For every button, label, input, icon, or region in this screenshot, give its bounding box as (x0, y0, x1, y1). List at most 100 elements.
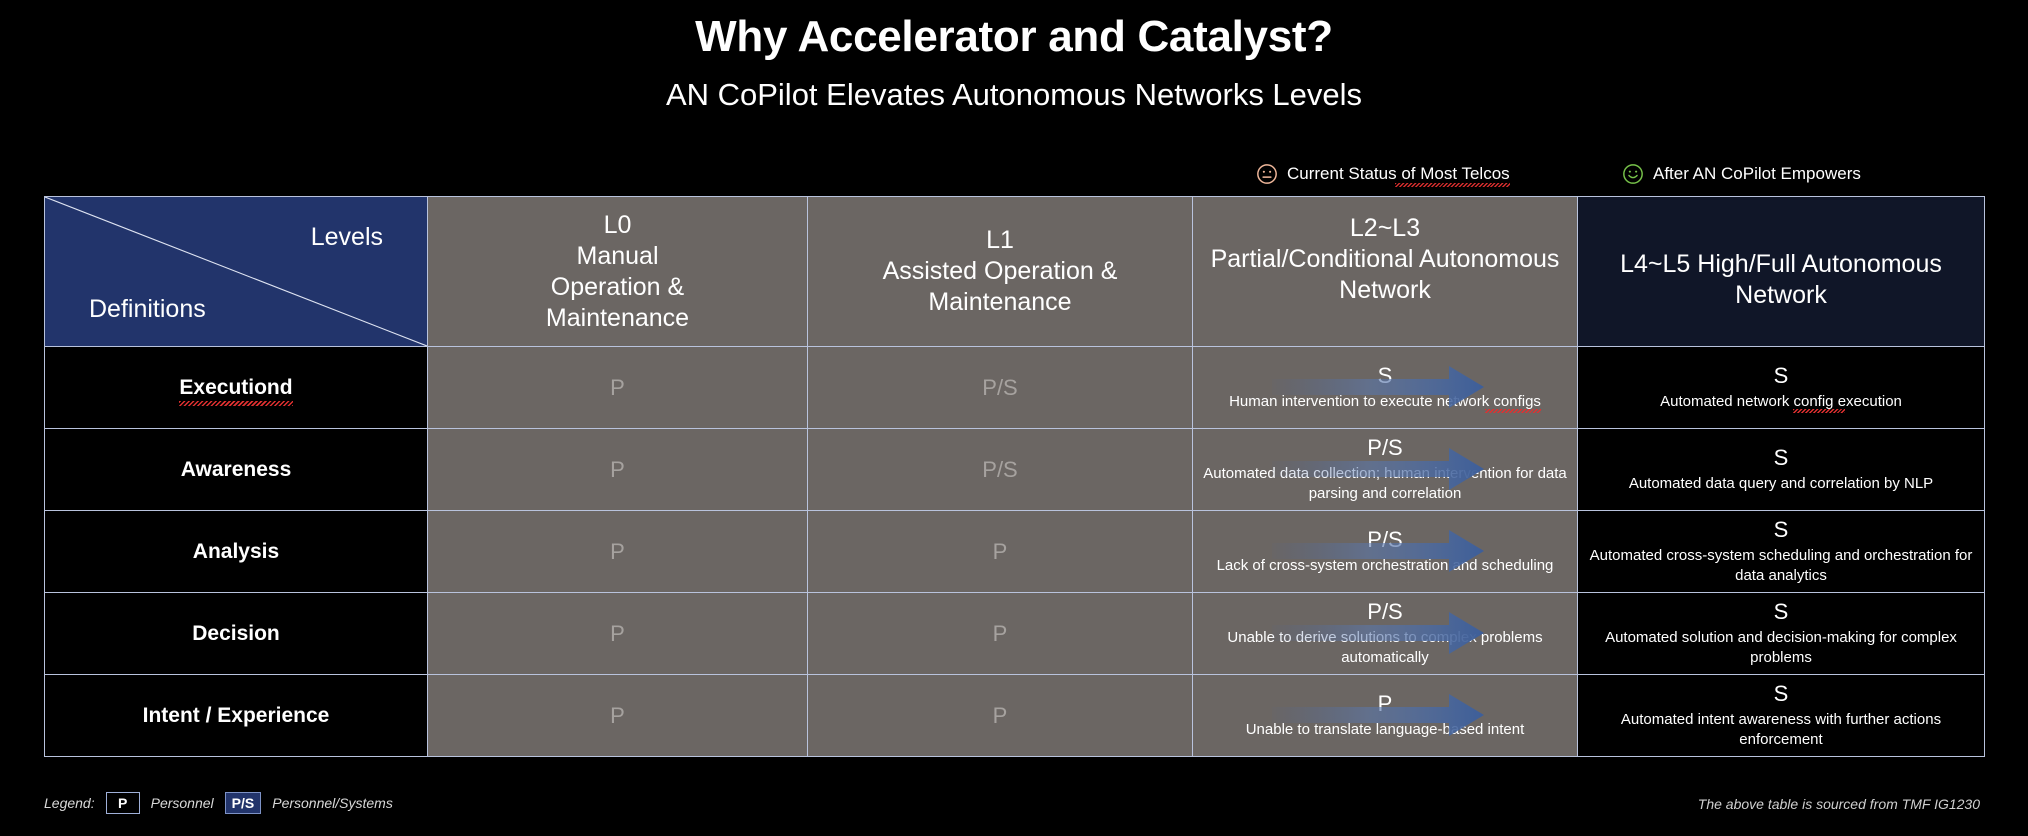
legend-chip-ps: P/S (224, 792, 262, 814)
neutral-face-icon (1256, 163, 1278, 185)
column-header-l1-code: L1 (986, 226, 1014, 254)
cell-decision-l4l5: S Automated solution and decision-making… (1577, 592, 1985, 675)
row-label-intent-experience: Intent / Experience (44, 674, 428, 757)
cell-intent-l0: P (427, 674, 808, 757)
smiley-face-icon (1622, 163, 1644, 185)
table-row: Decision P P P/S Unable to derive soluti… (44, 592, 1985, 675)
status-legend-item-current: Current Status of Most Telcos (1256, 163, 1510, 187)
cell-code: P/S (1367, 434, 1403, 460)
row-label-awareness: Awareness (44, 428, 428, 511)
cell-decision-l0: P (427, 592, 808, 675)
cell-executiond-l1: P/S (807, 346, 1193, 429)
cell-description: Automated solution and decision-making f… (1605, 629, 1957, 666)
cell-value: P (992, 538, 1008, 564)
cell-analysis-l2l3: P/S Lack of cross-system orchestration a… (1192, 510, 1578, 593)
bottom-legend: Legend: P Personnel P/S Personnel/System… (44, 792, 393, 814)
column-header-l2l3-line2: Network (1339, 276, 1431, 304)
legend-prefix: Legend: (44, 795, 95, 811)
cell-awareness-l1: P/S (807, 428, 1193, 511)
column-header-l1-line1: Assisted Operation & (882, 257, 1118, 285)
column-header-l2l3: L2~L3 Partial/Conditional Autonomous Net… (1192, 196, 1578, 347)
cell-description: Human intervention to execute network co… (1229, 392, 1541, 413)
cell-description: Automated network config execution (1660, 392, 1902, 413)
table-row: Awareness P P/S P/S Automated data colle… (44, 428, 1985, 511)
cell-description: Unable to derive solutions to complex pr… (1227, 629, 1543, 666)
cell-executiond-l0: P (427, 346, 808, 429)
cell-code: P/S (1367, 598, 1403, 624)
cell-code: S (1773, 680, 1789, 706)
cell-code: P (1377, 690, 1393, 716)
cell-awareness-l0: P (427, 428, 808, 511)
row-label-text: Executiond (179, 375, 293, 406)
column-header-l0: L0 Manual Operation & Maintenance (427, 196, 808, 347)
cell-description: Unable to translate language-based inten… (1245, 720, 1525, 738)
table-row: Intent / Experience P P P Unable to tran… (44, 674, 1985, 757)
cell-code: S (1773, 444, 1789, 470)
cell-value: P/S (982, 374, 1018, 400)
cell-description: Automated intent awareness with further … (1620, 711, 1942, 748)
cell-description: Automated cross-system scheduling and or… (1589, 547, 1973, 584)
column-header-l0-line2: Operation & (550, 272, 685, 301)
cell-intent-l2l3: P Unable to translate language-based int… (1192, 674, 1578, 757)
cell-analysis-l4l5: S Automated cross-system scheduling and … (1577, 510, 1985, 593)
legend-chip-p: P (105, 792, 140, 814)
cell-intent-l4l5: S Automated intent awareness with furthe… (1577, 674, 1985, 757)
cell-value: P (992, 702, 1008, 728)
page-title: Why Accelerator and Catalyst? (695, 12, 1333, 61)
source-note: The above table is sourced from TMF IG12… (1697, 796, 1980, 812)
column-header-l0-code: L0 (603, 210, 632, 239)
row-label-executiond: Executiond (44, 346, 428, 429)
cell-intent-l1: P (807, 674, 1193, 757)
status-legend-item-after: After AN CoPilot Empowers (1622, 163, 1861, 185)
cell-description: Lack of cross-system orchestration and s… (1216, 556, 1554, 574)
row-label-text: Awareness (180, 457, 292, 481)
page-subtitle: AN CoPilot Elevates Autonomous Networks … (665, 76, 1363, 112)
row-label-text: Analysis (192, 539, 280, 563)
cell-decision-l1: P (807, 592, 1193, 675)
cell-value: P (610, 374, 625, 400)
column-header-l2l3-code: L2~L3 (1349, 214, 1421, 242)
column-header-l0-line3: Maintenance (545, 303, 690, 332)
table-row: Executiond P P/S S Human intervention to… (44, 346, 1985, 429)
column-header-l0-line1: Manual (576, 241, 659, 270)
cell-description: Automated data query and correlation by … (1628, 474, 1934, 492)
column-header-l4l5-line1: High/Full Autonomous (1697, 249, 1942, 278)
corner-label-levels: Levels (310, 223, 383, 251)
legend-chip-p-label: Personnel (150, 795, 214, 811)
cell-code: P/S (1367, 526, 1403, 552)
cell-code: S (1773, 516, 1789, 542)
levels-definitions-table: Levels Definitions L0 Manual Operation &… (44, 196, 1985, 757)
column-header-l4l5-line2: Network (1735, 280, 1827, 309)
status-legend-label-after: After AN CoPilot Empowers (1653, 164, 1861, 183)
table-row: Analysis P P P/S Lack of cross-system or… (44, 510, 1985, 593)
corner-header-cell: Levels Definitions (44, 196, 428, 347)
cell-value: P (610, 620, 625, 646)
cell-value: P/S (982, 456, 1018, 482)
cell-executiond-l4l5: S Automated network config execution (1577, 346, 1985, 429)
column-header-l4l5: L4~L5 High/Full Autonomous Network (1577, 196, 1985, 347)
cell-value: P (610, 702, 625, 728)
row-label-analysis: Analysis (44, 510, 428, 593)
cell-code: S (1773, 598, 1789, 624)
cell-description: Automated data collection; human interve… (1203, 465, 1567, 502)
status-legend: Current Status of Most Telcos After AN C… (0, 163, 2028, 193)
cell-analysis-l0: P (427, 510, 808, 593)
cell-decision-l2l3: P/S Unable to derive solutions to comple… (1192, 592, 1578, 675)
cell-awareness-l2l3: P/S Automated data collection; human int… (1192, 428, 1578, 511)
cell-code: S (1773, 362, 1789, 388)
column-header-l1-line2: Maintenance (928, 288, 1072, 316)
table-header-row: Levels Definitions L0 Manual Operation &… (44, 196, 1985, 347)
row-label-text: Intent / Experience (142, 703, 330, 727)
cell-value: P (992, 620, 1008, 646)
row-label-text: Decision (192, 621, 280, 645)
cell-value: P (610, 456, 625, 482)
legend-chip-ps-label: Personnel/Systems (272, 795, 393, 811)
status-legend-label-current: Current Status of Most Telcos (1287, 164, 1510, 187)
column-header-l2l3-line1: Partial/Conditional Autonomous (1210, 245, 1560, 273)
corner-label-definitions: Definitions (89, 295, 206, 323)
cell-code: S (1377, 362, 1393, 388)
row-label-decision: Decision (44, 592, 428, 675)
column-header-l4l5-code: L4~L5 (1620, 249, 1691, 278)
cell-awareness-l4l5: S Automated data query and correlation b… (1577, 428, 1985, 511)
cell-value: P (610, 538, 625, 564)
